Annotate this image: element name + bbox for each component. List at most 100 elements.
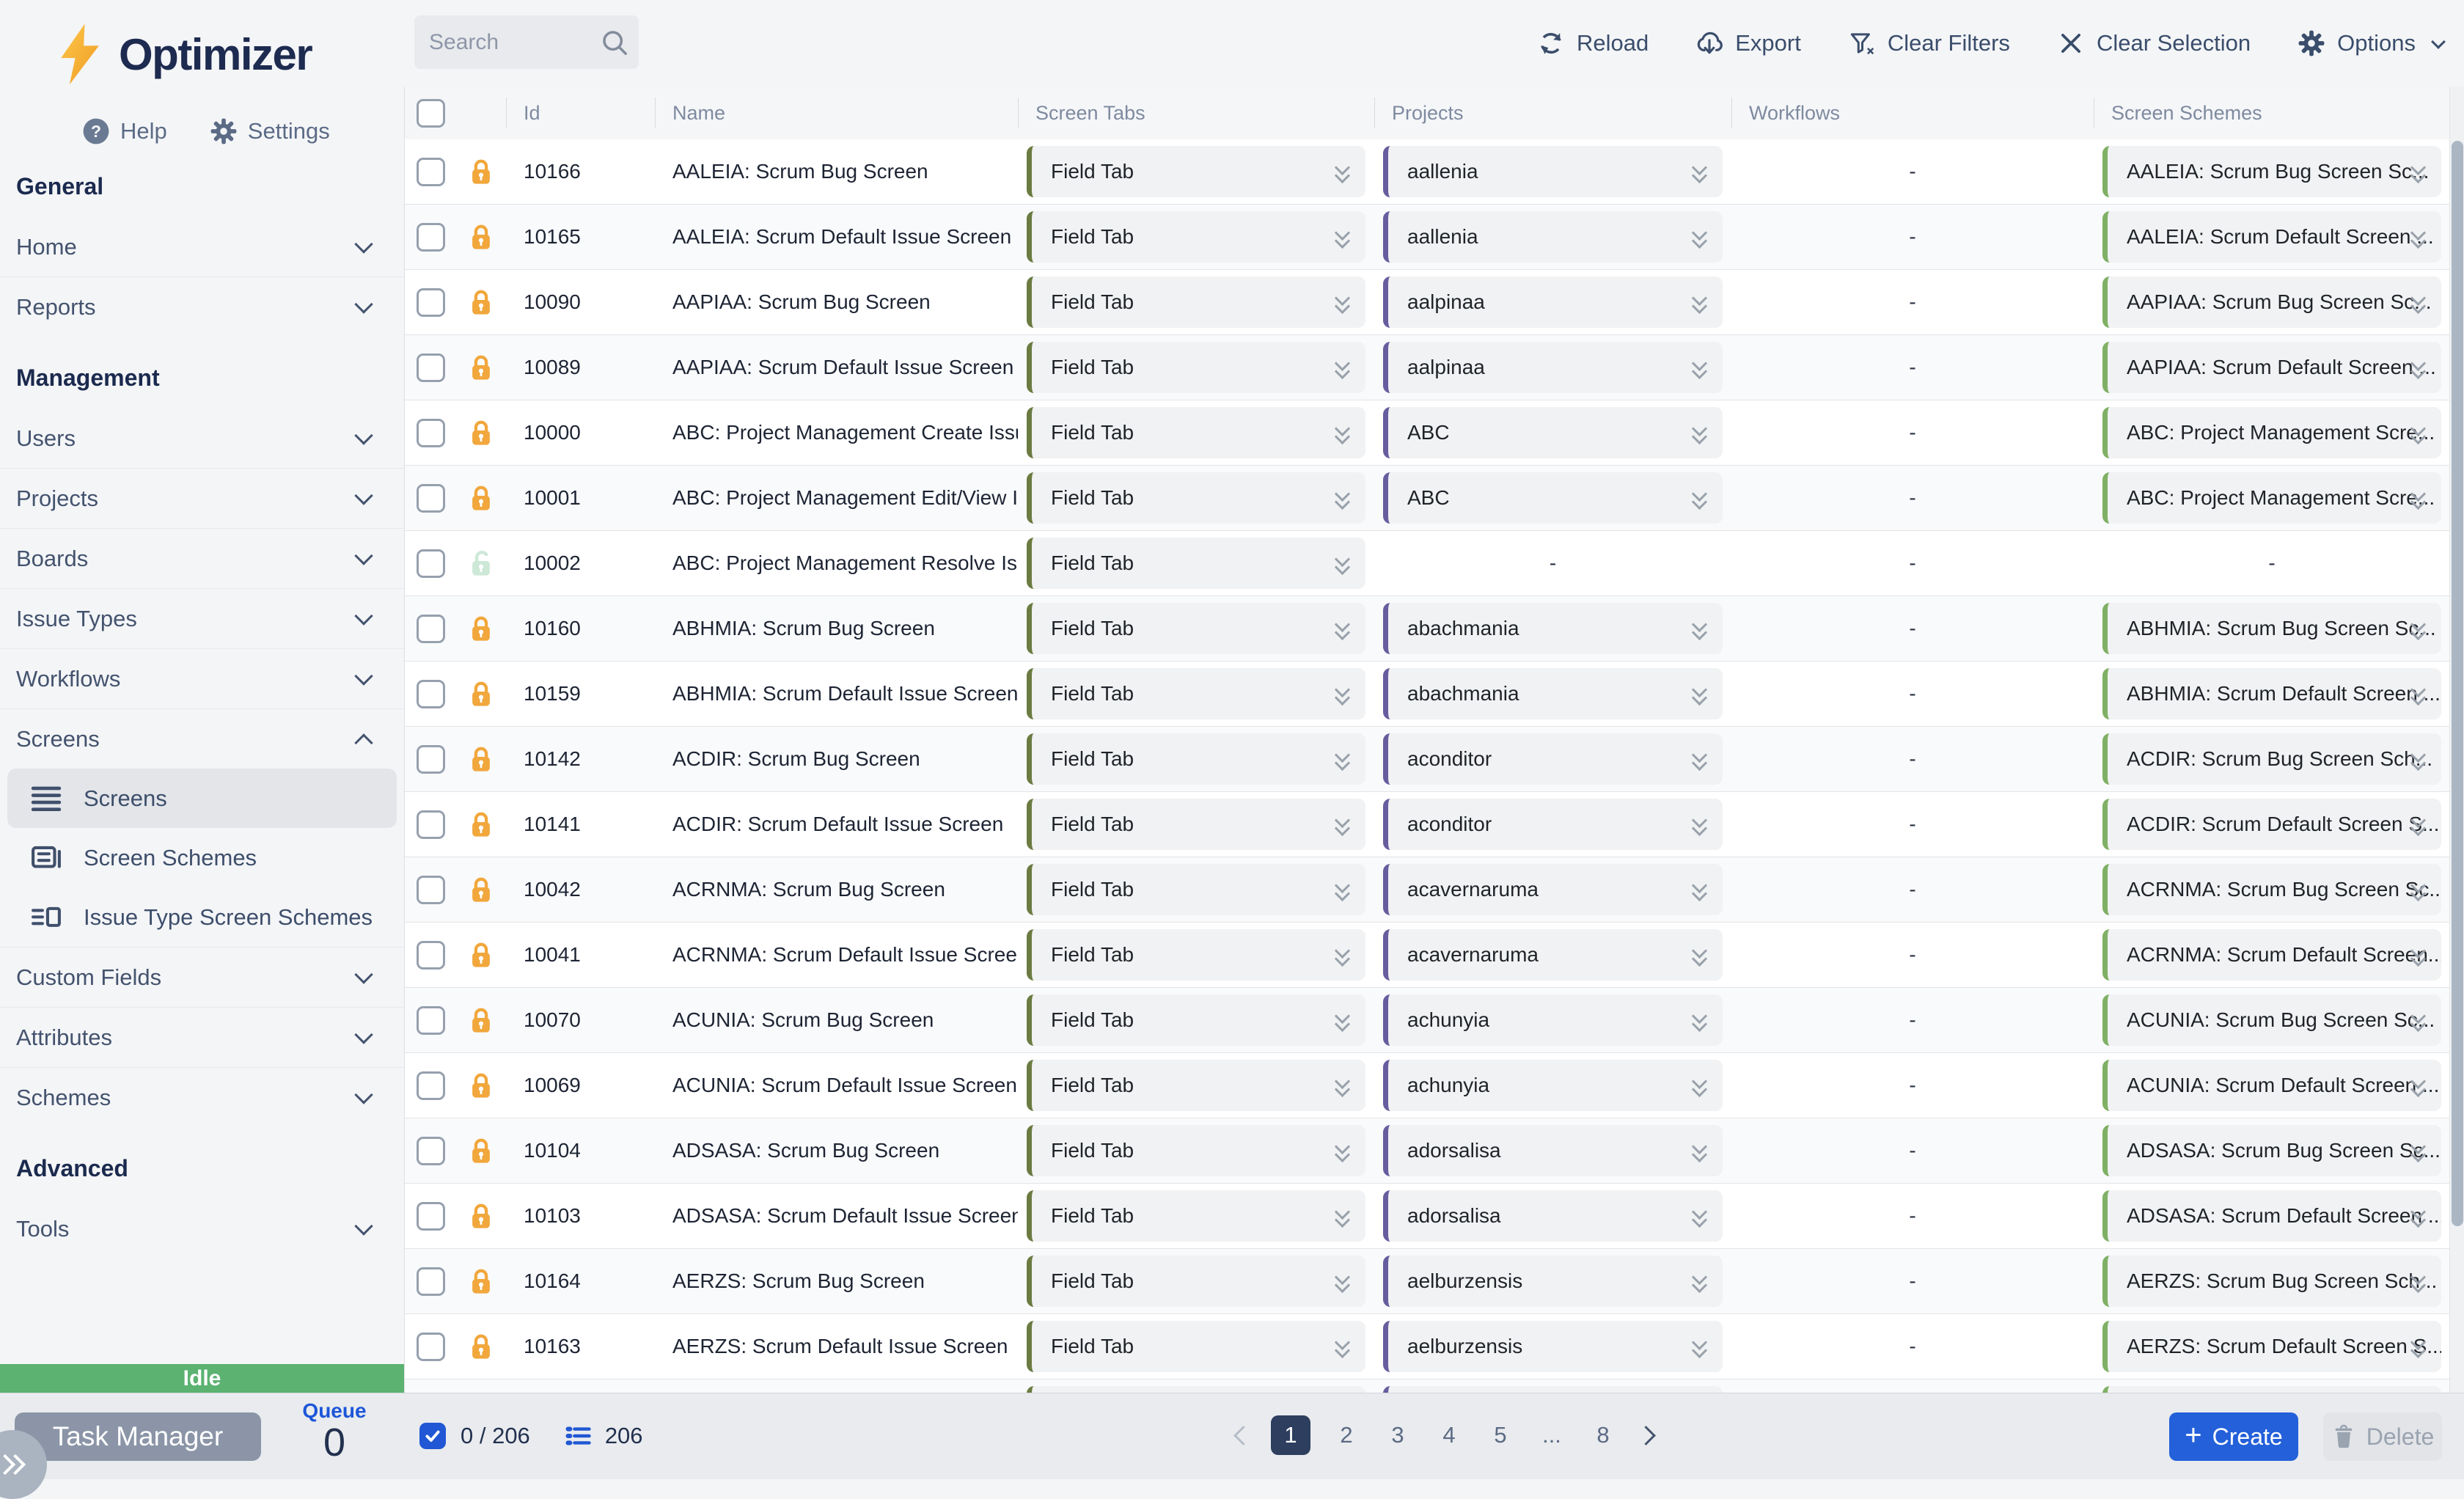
sidebar-item-issue-types[interactable]: Issue Types: [0, 588, 404, 648]
screen-schemes-select[interactable]: AALEIA: Scrum Default Screen ...: [2102, 211, 2441, 263]
clear-filters-button[interactable]: Clear Filters: [1848, 29, 2010, 57]
sidebar-item-workflows[interactable]: Workflows: [0, 648, 404, 708]
sidebar-item-screens[interactable]: Screens: [0, 708, 404, 769]
screen-schemes-select[interactable]: ACUNIA: Scrum Default Screen ...: [2102, 1060, 2441, 1111]
projects-select[interactable]: aalpinaa: [1383, 276, 1723, 328]
select-all-checkbox[interactable]: [416, 98, 445, 128]
sidebar-item-users[interactable]: Users: [0, 408, 404, 468]
projects-select[interactable]: aconditor: [1383, 733, 1723, 785]
projects-select[interactable]: achunyia: [1383, 994, 1723, 1046]
row-checkbox[interactable]: [416, 1005, 445, 1035]
screen-schemes-select[interactable]: ACRNMA: Scrum Default Screen...: [2102, 929, 2441, 981]
screen-tabs-select[interactable]: Field Tab: [1027, 1256, 1365, 1307]
row-checkbox[interactable]: [416, 353, 445, 382]
projects-select[interactable]: achunyia: [1383, 1060, 1723, 1111]
screen-schemes-select[interactable]: AGHNIA: Scrum Bug Screen Sc...: [2102, 1386, 2441, 1393]
page-button[interactable]: 2: [1340, 1422, 1353, 1448]
screen-tabs-select[interactable]: Field Tab: [1027, 146, 1365, 197]
sidebar-item-tools[interactable]: Tools: [0, 1199, 404, 1258]
screen-tabs-select[interactable]: Field Tab: [1027, 929, 1365, 981]
sidebar-item-projects[interactable]: Projects: [0, 468, 404, 528]
row-checkbox[interactable]: [416, 222, 445, 252]
row-checkbox[interactable]: [416, 940, 445, 970]
delete-button[interactable]: Delete: [2323, 1412, 2442, 1461]
row-checkbox[interactable]: [416, 549, 445, 578]
page-button[interactable]: 4: [1442, 1422, 1456, 1448]
projects-select[interactable]: aconditor: [1383, 799, 1723, 850]
screen-tabs-select[interactable]: Field Tab: [1027, 603, 1365, 654]
task-manager-button[interactable]: Task Manager: [15, 1412, 261, 1461]
row-checkbox[interactable]: [416, 1267, 445, 1296]
screen-schemes-select[interactable]: ACRNMA: Scrum Bug Screen Sc...: [2102, 864, 2441, 915]
row-checkbox[interactable]: [416, 287, 445, 317]
screen-tabs-select[interactable]: Field Tab: [1027, 1190, 1365, 1242]
help-button[interactable]: ? Help: [82, 117, 167, 145]
sidebar-subitem-screen-schemes[interactable]: Screen Schemes: [7, 828, 397, 887]
clear-selection-button[interactable]: Clear Selection: [2057, 29, 2251, 57]
selected-checkbox-icon[interactable]: [419, 1423, 446, 1449]
sidebar-item-boards[interactable]: Boards: [0, 528, 404, 588]
projects-select[interactable]: ABC: [1383, 472, 1723, 524]
screen-schemes-select[interactable]: ABHMIA: Scrum Bug Screen Sc...: [2102, 603, 2441, 654]
screen-tabs-select[interactable]: Field Tab: [1027, 538, 1365, 589]
screen-tabs-select[interactable]: Field Tab: [1027, 799, 1365, 850]
screen-schemes-select[interactable]: ACDIR: Scrum Bug Screen Sch...: [2102, 733, 2441, 785]
screen-tabs-select[interactable]: Field Tab: [1027, 407, 1365, 458]
screen-schemes-select[interactable]: AALEIA: Scrum Bug Screen Sc...: [2102, 146, 2441, 197]
row-checkbox[interactable]: [416, 1201, 445, 1231]
projects-select[interactable]: adorsalisa: [1383, 1190, 1723, 1242]
projects-select[interactable]: aallenia: [1383, 146, 1723, 197]
sidebar-subitem-screens[interactable]: Screens: [7, 769, 397, 828]
projects-select[interactable]: aalpinaa: [1383, 342, 1723, 393]
projects-select[interactable]: acavernaruma: [1383, 864, 1723, 915]
settings-button[interactable]: Settings: [210, 117, 330, 145]
page-button[interactable]: 5: [1494, 1422, 1507, 1448]
row-checkbox[interactable]: [416, 1071, 445, 1100]
screen-tabs-select[interactable]: Field Tab: [1027, 342, 1365, 393]
row-checkbox[interactable]: [416, 614, 445, 643]
row-checkbox[interactable]: [416, 744, 445, 774]
projects-select[interactable]: aelburzensis: [1383, 1321, 1723, 1372]
row-checkbox[interactable]: [416, 1136, 445, 1165]
row-checkbox[interactable]: [416, 483, 445, 513]
screen-schemes-select[interactable]: AAPIAA: Scrum Bug Screen Sc...: [2102, 276, 2441, 328]
screen-tabs-select[interactable]: Field Tab: [1027, 1125, 1365, 1176]
row-checkbox[interactable]: [416, 875, 445, 904]
screen-schemes-select[interactable]: ACDIR: Scrum Default Screen S...: [2102, 799, 2441, 850]
screen-tabs-select[interactable]: Field Tab: [1027, 864, 1365, 915]
screen-schemes-select[interactable]: AERZS: Scrum Default Screen S...: [2102, 1321, 2441, 1372]
projects-select[interactable]: ABC: [1383, 407, 1723, 458]
page-button[interactable]: 8: [1596, 1422, 1610, 1448]
next-page-button[interactable]: [1636, 1425, 1656, 1445]
projects-select[interactable]: aelburzensis: [1383, 1256, 1723, 1307]
screen-tabs-select[interactable]: Field Tab: [1027, 276, 1365, 328]
sidebar-item-attributes[interactable]: Attributes: [0, 1007, 404, 1067]
row-checkbox[interactable]: [416, 418, 445, 447]
screen-schemes-select[interactable]: ABHMIA: Scrum Default Screen ...: [2102, 668, 2441, 719]
projects-select[interactable]: adorsalisa: [1383, 1125, 1723, 1176]
screen-schemes-select[interactable]: ABC: Project Management Scre...: [2102, 407, 2441, 458]
sidebar-subitem-issue-type-screen-schemes[interactable]: Issue Type Screen Schemes: [7, 887, 397, 947]
scrollbar-thumb[interactable]: [2452, 141, 2463, 1226]
screen-schemes-select[interactable]: AERZS: Scrum Bug Screen Sch...: [2102, 1256, 2441, 1307]
create-button[interactable]: + Create: [2169, 1412, 2298, 1461]
search-input[interactable]: [414, 15, 639, 69]
screen-schemes-select[interactable]: ABC: Project Management Scre...: [2102, 472, 2441, 524]
sidebar-item-reports[interactable]: Reports: [0, 276, 404, 337]
screen-tabs-select[interactable]: Field Tab: [1027, 1386, 1365, 1393]
screen-tabs-select[interactable]: Field Tab: [1027, 1060, 1365, 1111]
row-checkbox[interactable]: [416, 157, 445, 186]
projects-select[interactable]: aeghinia: [1383, 1386, 1723, 1393]
screen-schemes-select[interactable]: ADSASA: Scrum Default Screen ...: [2102, 1190, 2441, 1242]
screen-schemes-select[interactable]: ADSASA: Scrum Bug Screen Sc...: [2102, 1125, 2441, 1176]
sidebar-item-home[interactable]: Home: [0, 217, 404, 276]
screen-schemes-select[interactable]: AAPIAA: Scrum Default Screen ...: [2102, 342, 2441, 393]
screen-tabs-select[interactable]: Field Tab: [1027, 733, 1365, 785]
screen-tabs-select[interactable]: Field Tab: [1027, 994, 1365, 1046]
previous-page-button[interactable]: [1233, 1425, 1253, 1445]
projects-select[interactable]: abachmania: [1383, 603, 1723, 654]
screen-tabs-select[interactable]: Field Tab: [1027, 1321, 1365, 1372]
screen-tabs-select[interactable]: Field Tab: [1027, 211, 1365, 263]
row-checkbox[interactable]: [416, 810, 445, 839]
page-button[interactable]: 1: [1271, 1415, 1310, 1455]
